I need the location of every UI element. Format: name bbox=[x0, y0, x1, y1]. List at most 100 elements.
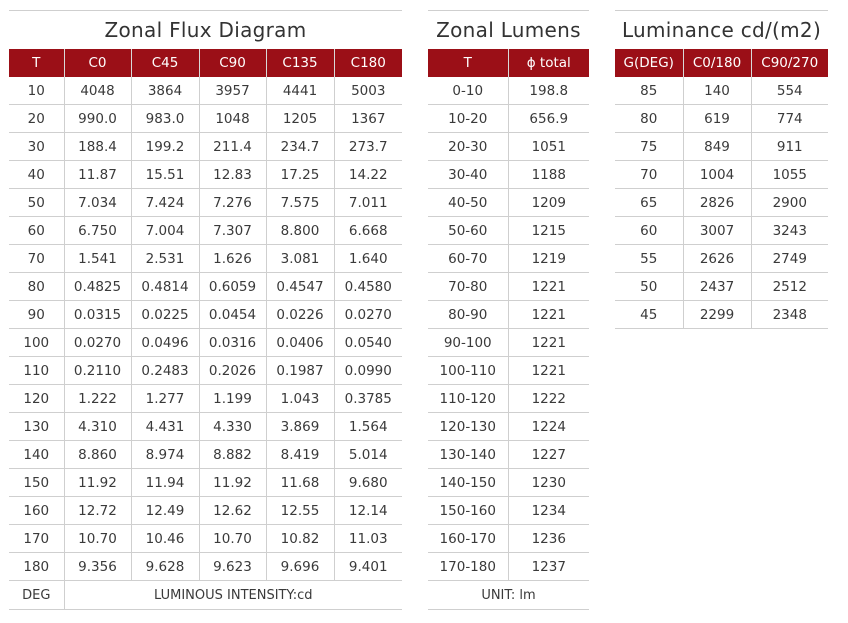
table-row: 65 2826 2900 bbox=[615, 188, 828, 217]
value-cell: 2348 bbox=[750, 300, 828, 329]
row-label-cell: 170-180 bbox=[428, 552, 508, 581]
value-cell: 4.310 bbox=[63, 412, 131, 441]
footer-unit: UNIT: lm bbox=[428, 580, 589, 610]
value-cell: 0.6059 bbox=[198, 272, 266, 301]
row-label-cell: 130 bbox=[9, 412, 64, 441]
value-cell: 6.668 bbox=[333, 216, 402, 245]
footer-unit: LUMINOUS INTENSITY:cd bbox=[63, 580, 402, 610]
table-row: 60 6.750 7.004 7.307 8.800 6.668 bbox=[9, 216, 402, 245]
row-label-cell: 110 bbox=[9, 356, 64, 385]
value-cell: 7.011 bbox=[333, 188, 402, 217]
value-cell: 1230 bbox=[507, 468, 589, 497]
value-cell: 1221 bbox=[507, 272, 589, 301]
value-cell: 9.356 bbox=[63, 552, 131, 581]
table-row: 50-60 1215 bbox=[428, 216, 589, 245]
value-cell: 7.307 bbox=[198, 216, 266, 245]
value-cell: 5.014 bbox=[333, 440, 402, 469]
table-header-row: T C0 C45 C90 C135 C180 bbox=[9, 49, 402, 77]
row-label-cell: 70 bbox=[9, 244, 64, 273]
table-row: 90 0.0315 0.0225 0.0454 0.0226 0.0270 bbox=[9, 300, 402, 329]
value-cell: 211.4 bbox=[198, 132, 266, 161]
table-row: 90-100 1221 bbox=[428, 328, 589, 357]
value-cell: 554 bbox=[750, 77, 828, 105]
table-row: 100-110 1221 bbox=[428, 356, 589, 385]
value-cell: 1221 bbox=[507, 328, 589, 357]
row-label-cell: 30 bbox=[9, 132, 64, 161]
table-row: 130-140 1227 bbox=[428, 440, 589, 469]
table-row: 160-170 1236 bbox=[428, 524, 589, 553]
table-row: 110-120 1222 bbox=[428, 384, 589, 413]
value-cell: 9.628 bbox=[130, 552, 199, 581]
table-row: 20-30 1051 bbox=[428, 132, 589, 161]
row-label-cell: 55 bbox=[615, 244, 683, 273]
value-cell: 1051 bbox=[507, 132, 589, 161]
row-label-cell: 0-10 bbox=[428, 77, 508, 105]
value-cell: 11.68 bbox=[265, 468, 334, 497]
value-cell: 1.564 bbox=[333, 412, 402, 441]
row-label-cell: 90 bbox=[9, 300, 64, 329]
table-row: 10-20 656.9 bbox=[428, 104, 589, 133]
value-cell: 7.034 bbox=[63, 188, 131, 217]
value-cell: 4.431 bbox=[130, 412, 199, 441]
value-cell: 2.531 bbox=[130, 244, 199, 273]
table-row: 0-10 198.8 bbox=[428, 77, 589, 105]
row-label-cell: 75 bbox=[615, 132, 683, 161]
value-cell: 1205 bbox=[265, 104, 334, 133]
value-cell: 1004 bbox=[682, 160, 751, 189]
value-cell: 14.22 bbox=[333, 160, 402, 189]
column-header: G(DEG) bbox=[615, 49, 683, 77]
value-cell: 188.4 bbox=[63, 132, 131, 161]
table-footer-row: UNIT: lm bbox=[428, 580, 589, 610]
table-row: 140 8.860 8.974 8.882 8.419 5.014 bbox=[9, 440, 402, 469]
table-row: 40-50 1209 bbox=[428, 188, 589, 217]
row-label-cell: 70-80 bbox=[428, 272, 508, 301]
value-cell: 1224 bbox=[507, 412, 589, 441]
table-footer-row: DEG LUMINOUS INTENSITY:cd bbox=[9, 580, 402, 610]
value-cell: 9.623 bbox=[198, 552, 266, 581]
row-label-cell: 80 bbox=[9, 272, 64, 301]
value-cell: 12.49 bbox=[130, 496, 199, 525]
value-cell: 17.25 bbox=[265, 160, 334, 189]
value-cell: 0.2483 bbox=[130, 356, 199, 385]
row-label-cell: 130-140 bbox=[428, 440, 508, 469]
table-row: 30 188.4 199.2 211.4 234.7 273.7 bbox=[9, 132, 402, 161]
value-cell: 11.94 bbox=[130, 468, 199, 497]
value-cell: 0.1987 bbox=[265, 356, 334, 385]
value-cell: 8.800 bbox=[265, 216, 334, 245]
value-cell: 8.882 bbox=[198, 440, 266, 469]
table-row: 70 1.541 2.531 1.626 3.081 1.640 bbox=[9, 244, 402, 273]
row-label-cell: 120-130 bbox=[428, 412, 508, 441]
row-label-cell: 160 bbox=[9, 496, 64, 525]
value-cell: 8.419 bbox=[265, 440, 334, 469]
value-cell: 9.680 bbox=[333, 468, 402, 497]
value-cell: 9.696 bbox=[265, 552, 334, 581]
value-cell: 1234 bbox=[507, 496, 589, 525]
value-cell: 774 bbox=[750, 104, 828, 133]
value-cell: 11.92 bbox=[63, 468, 131, 497]
value-cell: 0.2026 bbox=[198, 356, 266, 385]
row-label-cell: 60 bbox=[615, 216, 683, 245]
table-row: 10 4048 3864 3957 4441 5003 bbox=[9, 77, 402, 105]
value-cell: 7.276 bbox=[198, 188, 266, 217]
value-cell: 11.87 bbox=[63, 160, 131, 189]
value-cell: 2749 bbox=[750, 244, 828, 273]
value-cell: 4.330 bbox=[198, 412, 266, 441]
value-cell: 911 bbox=[750, 132, 828, 161]
value-cell: 1236 bbox=[507, 524, 589, 553]
value-cell: 1222 bbox=[507, 384, 589, 413]
table-row: 45 2299 2348 bbox=[615, 300, 828, 329]
value-cell: 0.0496 bbox=[130, 328, 199, 357]
row-label-cell: 160-170 bbox=[428, 524, 508, 553]
value-cell: 10.46 bbox=[130, 524, 199, 553]
table-row: 150 11.92 11.94 11.92 11.68 9.680 bbox=[9, 468, 402, 497]
value-cell: 1048 bbox=[198, 104, 266, 133]
table-row: 100 0.0270 0.0496 0.0316 0.0406 0.0540 bbox=[9, 328, 402, 357]
row-label-cell: 140-150 bbox=[428, 468, 508, 497]
value-cell: 3.869 bbox=[265, 412, 334, 441]
table-row: 70-80 1221 bbox=[428, 272, 589, 301]
table-row: 70 1004 1055 bbox=[615, 160, 828, 189]
value-cell: 0.4547 bbox=[265, 272, 334, 301]
value-cell: 0.0540 bbox=[333, 328, 402, 357]
table-row: 130 4.310 4.431 4.330 3.869 1.564 bbox=[9, 412, 402, 441]
value-cell: 0.0270 bbox=[63, 328, 131, 357]
